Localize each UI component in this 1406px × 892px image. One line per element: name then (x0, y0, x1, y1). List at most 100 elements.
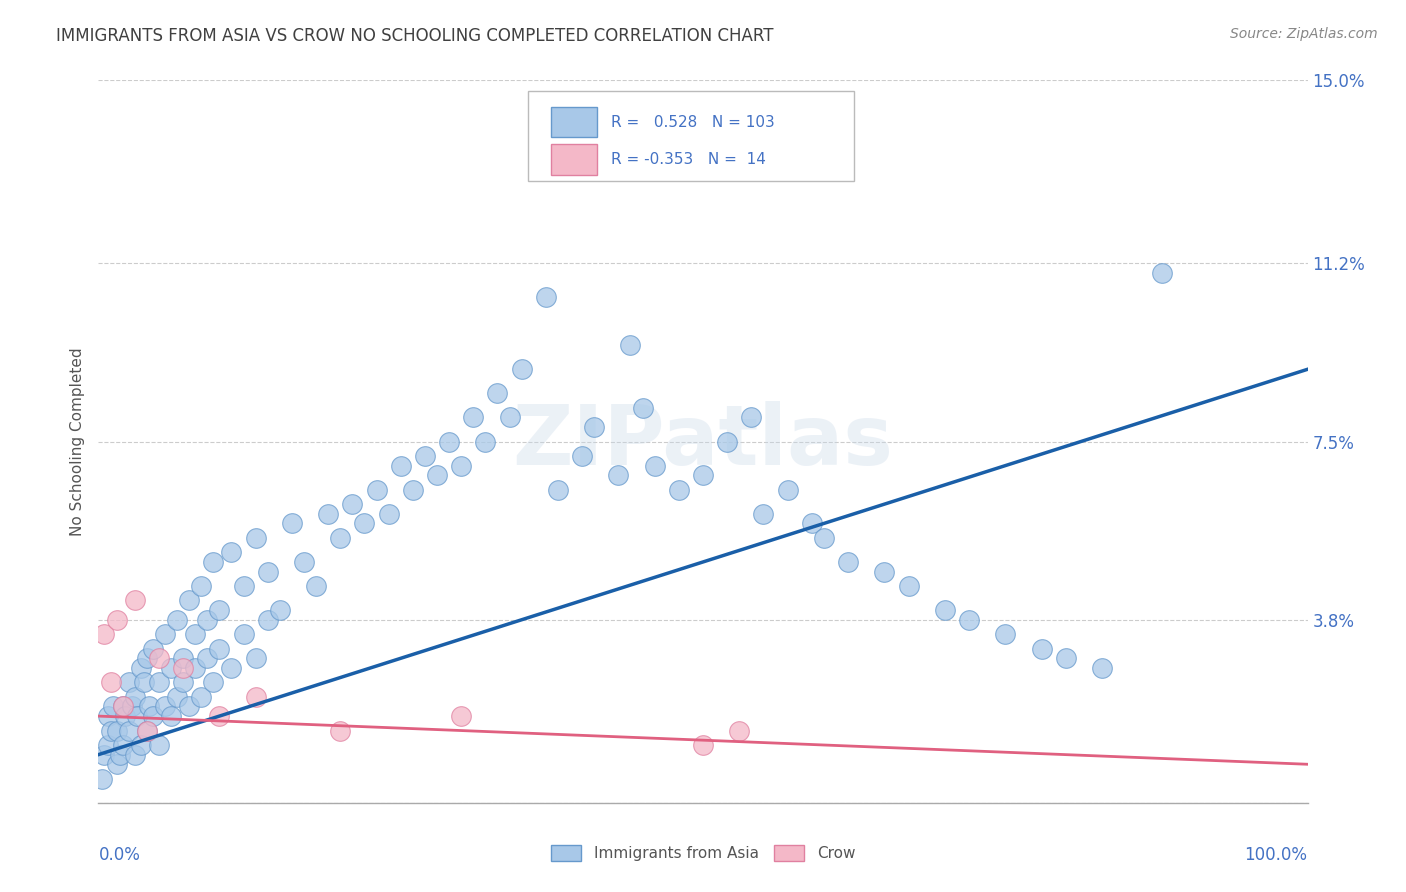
Point (269, 603, 291, 617)
Point (97, 738, 120, 752)
Point (450, 458, 472, 473)
Point (101, 699, 124, 714)
Point (571, 449, 593, 463)
Point (329, 723, 352, 738)
Point (100, 723, 122, 738)
Point (172, 661, 194, 675)
Point (437, 434, 460, 449)
Point (142, 641, 165, 656)
Point (498, 410, 520, 425)
Point (389, 458, 412, 473)
Point (776, 483, 799, 497)
Point (135, 651, 157, 665)
Point (221, 661, 243, 675)
Point (353, 516, 375, 531)
Point (668, 483, 690, 497)
Point (91, 772, 114, 786)
Point (583, 420, 606, 434)
Point (366, 483, 388, 497)
Point (245, 531, 267, 545)
Point (124, 747, 146, 762)
Point (547, 483, 569, 497)
Point (607, 468, 630, 483)
Point (105, 723, 128, 738)
Point (800, 516, 823, 531)
Point (202, 555, 225, 569)
Point (463, 410, 485, 425)
Point (160, 661, 183, 675)
Text: IMMIGRANTS FROM ASIA VS CROW NO SCHOOLING COMPLETED CORRELATION CHART: IMMIGRANTS FROM ASIA VS CROW NO SCHOOLIN… (56, 27, 773, 45)
Point (1031, 641, 1053, 656)
Point (138, 699, 160, 714)
Point (190, 690, 212, 704)
Point (148, 738, 170, 752)
Point (631, 401, 654, 415)
Point (111, 738, 134, 752)
Point (97, 709, 120, 723)
Text: R = -0.353   N =  14: R = -0.353 N = 14 (612, 152, 766, 167)
Point (752, 507, 775, 521)
Point (121, 699, 143, 714)
Point (105, 757, 128, 772)
Point (534, 290, 557, 304)
Point (329, 531, 352, 545)
Point (740, 410, 762, 425)
Point (245, 690, 267, 704)
Point (873, 565, 896, 579)
Point (342, 497, 364, 511)
Point (93, 747, 115, 762)
Point (292, 555, 315, 569)
Point (316, 507, 339, 521)
Point (994, 627, 1017, 641)
Point (118, 723, 141, 738)
Point (142, 709, 165, 723)
Point (474, 434, 496, 449)
Point (129, 661, 152, 675)
FancyBboxPatch shape (527, 91, 855, 181)
Point (256, 565, 278, 579)
Point (402, 483, 425, 497)
Point (195, 651, 218, 665)
Point (934, 603, 956, 617)
FancyBboxPatch shape (551, 145, 596, 175)
Point (135, 723, 157, 738)
Point (148, 651, 170, 665)
Point (208, 709, 231, 723)
Y-axis label: No Schooling Completed: No Schooling Completed (69, 347, 84, 536)
Text: ZIPatlas: ZIPatlas (513, 401, 893, 482)
Point (221, 545, 243, 559)
Point (172, 651, 194, 665)
Point (135, 723, 157, 738)
Point (100, 675, 122, 690)
FancyBboxPatch shape (551, 107, 596, 137)
Point (619, 338, 641, 352)
Point (108, 747, 131, 762)
Point (127, 709, 149, 723)
Legend: Immigrants from Asia, Crow: Immigrants from Asia, Crow (544, 839, 862, 867)
Point (179, 593, 201, 607)
Point (179, 699, 201, 714)
Point (1091, 661, 1114, 675)
Point (118, 675, 141, 690)
Point (837, 555, 859, 569)
Point (93, 627, 115, 641)
Point (148, 675, 170, 690)
Point (281, 516, 304, 531)
Point (134, 675, 156, 690)
Point (305, 579, 328, 593)
Text: R =   0.528   N = 103: R = 0.528 N = 103 (612, 115, 775, 129)
Point (195, 613, 218, 627)
Point (184, 661, 207, 675)
Point (644, 458, 666, 473)
Point (232, 627, 254, 641)
Point (897, 579, 920, 593)
Point (124, 593, 146, 607)
Point (510, 362, 533, 376)
Point (124, 690, 146, 704)
Point (111, 699, 134, 714)
Point (426, 468, 449, 483)
Point (172, 675, 194, 690)
Point (129, 738, 152, 752)
Point (486, 386, 509, 401)
Point (245, 651, 267, 665)
